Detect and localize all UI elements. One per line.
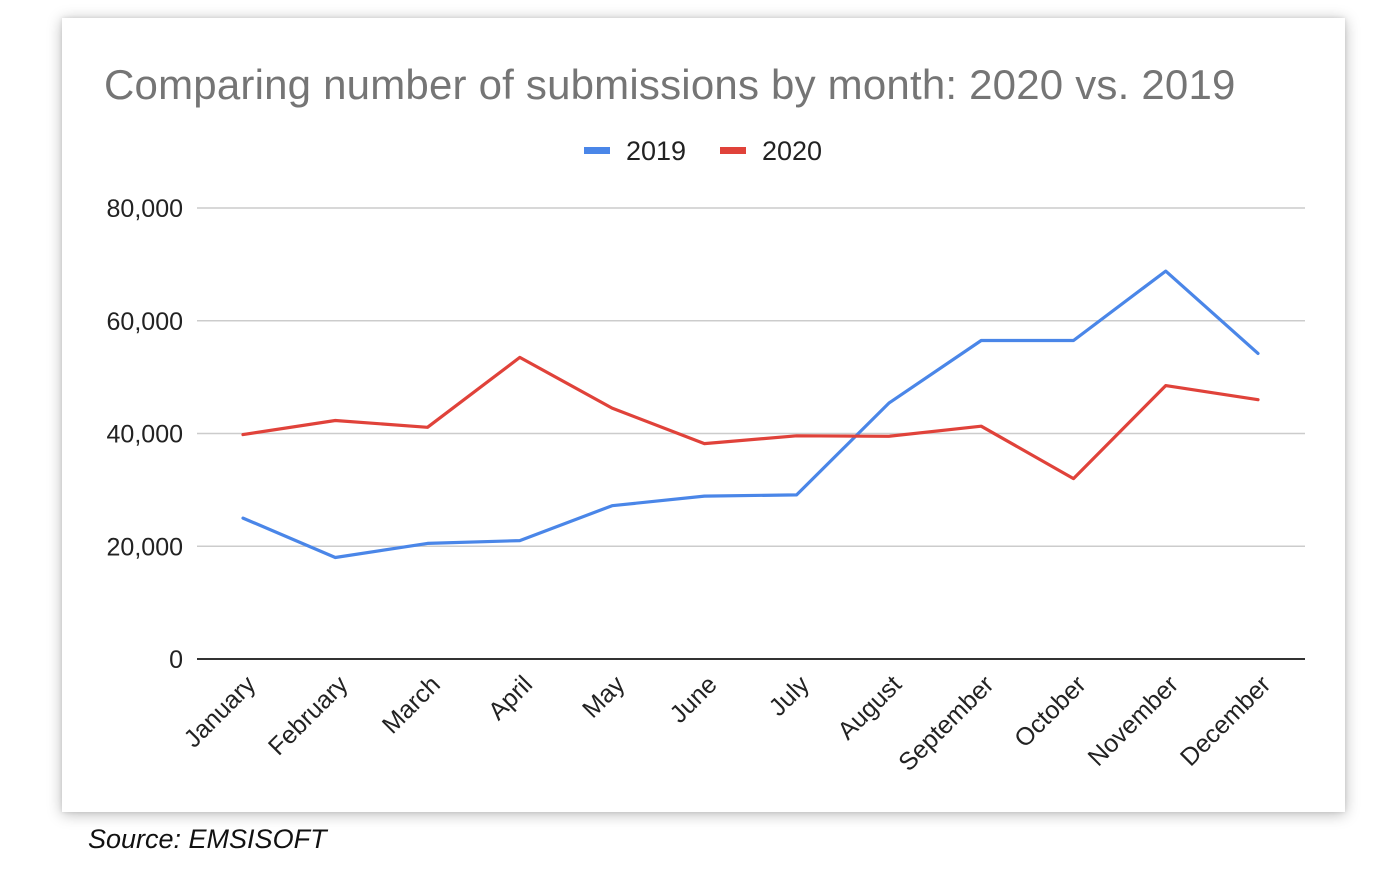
x-tick-label: July [764, 670, 816, 722]
y-tick-label: 80,000 [107, 195, 183, 223]
series-lines [241, 269, 1260, 560]
y-tick-label: 0 [169, 646, 183, 674]
y-axis-ticks: 0 20,000 40,000 60,000 80,000 [107, 195, 183, 674]
x-tick-label: October [1009, 670, 1092, 753]
legend-label-2020: 2020 [762, 136, 822, 166]
y-tick-label: 60,000 [107, 308, 183, 336]
series-line-2020 [241, 355, 1260, 481]
source-caption: Source: EMSISOFT [88, 824, 327, 854]
gridlines [197, 207, 1305, 660]
x-tick-label: January [179, 670, 262, 753]
x-tick-label: November [1083, 670, 1184, 771]
y-tick-label: 40,000 [107, 421, 183, 449]
x-tick-label: August [832, 670, 907, 745]
legend: 2019 2020 [584, 136, 822, 166]
x-tick-label: May [577, 670, 631, 724]
legend-label-2019: 2019 [626, 136, 686, 166]
chart-title: Comparing number of submissions by month… [104, 61, 1236, 108]
series-line-2019 [241, 269, 1260, 560]
x-tick-label: March [377, 670, 446, 739]
x-tick-label: June [664, 670, 722, 728]
legend-swatch-2020 [720, 147, 746, 154]
x-tick-label: February [263, 670, 354, 761]
x-tick-label: September [893, 670, 999, 776]
x-tick-label: April [483, 670, 538, 725]
x-axis-ticks: January February March April May June July Augu… [179, 670, 1277, 777]
x-tick-label: December [1175, 670, 1276, 771]
chart-card [62, 18, 1345, 812]
y-tick-label: 20,000 [107, 533, 183, 561]
legend-swatch-2019 [584, 147, 610, 154]
